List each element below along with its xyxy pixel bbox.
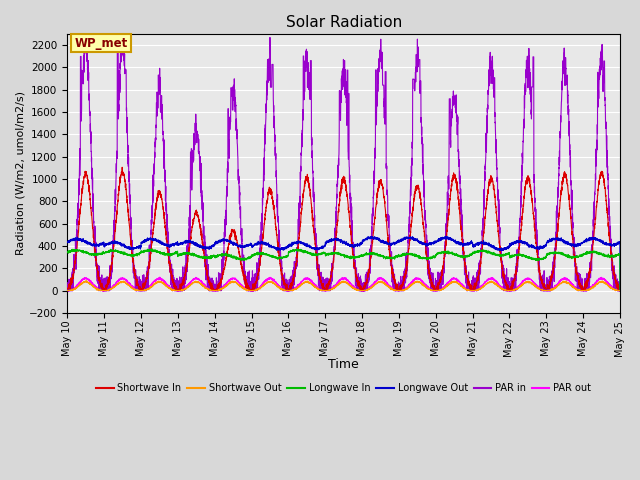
PAR out bbox=[468, 288, 476, 293]
PAR in bbox=[118, 32, 126, 38]
PAR in bbox=[437, 287, 445, 293]
Shortwave In bbox=[99, 288, 107, 294]
PAR out bbox=[323, 287, 331, 292]
Longwave Out bbox=[616, 240, 623, 245]
PAR out bbox=[156, 274, 164, 280]
Shortwave In bbox=[616, 288, 624, 294]
Longwave Out bbox=[63, 239, 71, 245]
PAR out bbox=[63, 287, 71, 293]
Shortwave In bbox=[616, 286, 623, 292]
Longwave In bbox=[468, 252, 476, 257]
PAR in bbox=[63, 288, 71, 294]
Line: PAR in: PAR in bbox=[67, 35, 620, 291]
Y-axis label: Radiation (W/m2, umol/m2/s): Radiation (W/m2, umol/m2/s) bbox=[15, 92, 25, 255]
PAR in bbox=[323, 279, 331, 285]
Shortwave Out bbox=[468, 288, 476, 293]
Text: WP_met: WP_met bbox=[74, 36, 128, 49]
Longwave In bbox=[148, 246, 156, 252]
Line: Longwave Out: Longwave Out bbox=[67, 236, 620, 291]
PAR out bbox=[499, 285, 507, 291]
Shortwave Out bbox=[63, 288, 71, 293]
Longwave In bbox=[63, 249, 71, 254]
PAR out bbox=[616, 288, 623, 293]
Legend: Shortwave In, Shortwave Out, Longwave In, Longwave Out, PAR in, PAR out: Shortwave In, Shortwave Out, Longwave In… bbox=[92, 379, 595, 397]
PAR out bbox=[163, 282, 171, 288]
Longwave Out bbox=[163, 243, 170, 249]
Line: Longwave In: Longwave In bbox=[67, 249, 620, 291]
PAR in bbox=[616, 288, 623, 293]
PAR out bbox=[437, 286, 445, 291]
Longwave Out bbox=[499, 246, 507, 252]
Shortwave Out bbox=[163, 283, 171, 289]
Line: PAR out: PAR out bbox=[67, 277, 620, 291]
Shortwave In bbox=[437, 276, 445, 281]
PAR in bbox=[499, 276, 507, 282]
PAR in bbox=[63, 280, 71, 286]
Longwave In bbox=[616, 288, 624, 294]
PAR in bbox=[163, 228, 171, 234]
Shortwave Out bbox=[616, 288, 624, 294]
Longwave Out bbox=[442, 233, 450, 239]
Longwave Out bbox=[468, 240, 476, 246]
Longwave In bbox=[323, 252, 331, 258]
Shortwave Out bbox=[82, 278, 90, 284]
Longwave Out bbox=[437, 235, 445, 241]
Shortwave In bbox=[499, 274, 507, 279]
Longwave In bbox=[437, 250, 445, 255]
Shortwave In bbox=[468, 282, 476, 288]
Shortwave In bbox=[323, 287, 331, 292]
Line: Shortwave Out: Shortwave Out bbox=[67, 281, 620, 291]
Shortwave In bbox=[163, 239, 171, 244]
PAR out bbox=[616, 288, 624, 294]
Longwave In bbox=[163, 252, 170, 258]
Longwave Out bbox=[616, 288, 624, 294]
Shortwave In bbox=[118, 164, 126, 170]
Longwave In bbox=[499, 252, 507, 258]
Longwave Out bbox=[323, 240, 331, 245]
Shortwave Out bbox=[437, 287, 445, 292]
Shortwave Out bbox=[616, 288, 623, 293]
PAR in bbox=[468, 278, 476, 284]
Shortwave In bbox=[63, 286, 71, 292]
Longwave In bbox=[616, 252, 623, 257]
Shortwave Out bbox=[104, 288, 112, 294]
Shortwave Out bbox=[499, 287, 507, 293]
Title: Solar Radiation: Solar Radiation bbox=[285, 15, 402, 30]
X-axis label: Time: Time bbox=[328, 358, 359, 371]
Line: Shortwave In: Shortwave In bbox=[67, 167, 620, 291]
PAR in bbox=[616, 288, 624, 294]
PAR out bbox=[65, 288, 72, 294]
Shortwave Out bbox=[323, 288, 331, 293]
